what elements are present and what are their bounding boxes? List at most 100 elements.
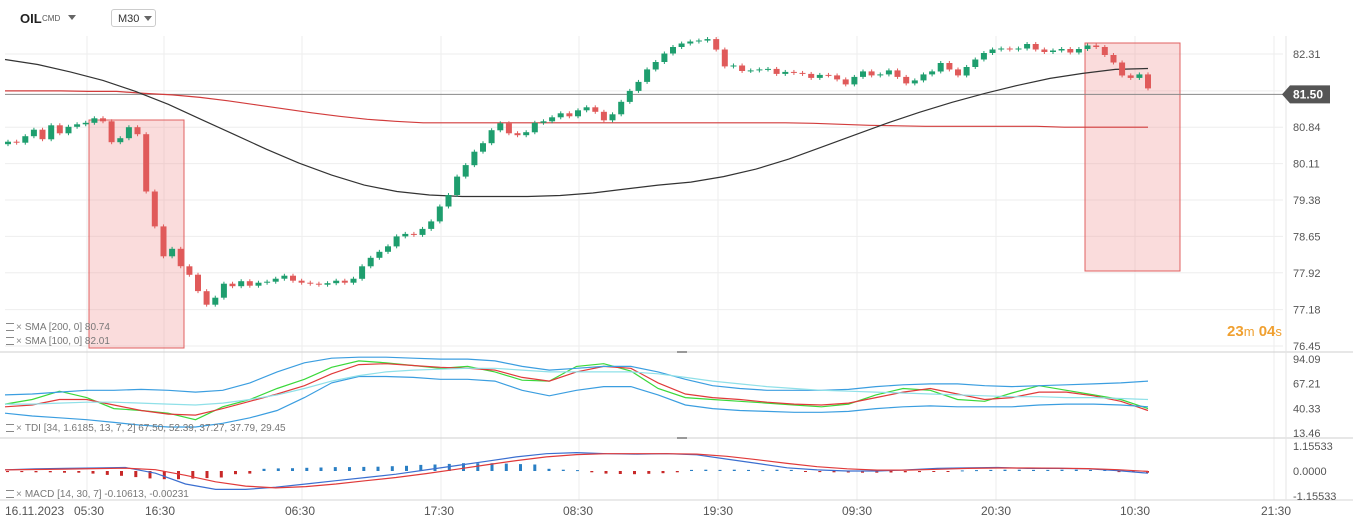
macd-histogram-bar (433, 464, 437, 471)
indicator-settings-icon[interactable] (6, 337, 14, 346)
macd-histogram-bar (234, 471, 237, 475)
candle-body (91, 118, 98, 123)
remove-indicator-icon[interactable]: × (16, 423, 22, 434)
candle-body (739, 65, 746, 71)
candle-body (903, 76, 910, 84)
macd-histogram-bar (1017, 469, 1021, 471)
current-price-tag: 81.50 (1282, 85, 1330, 104)
candle-body (480, 143, 486, 152)
candle-body (842, 79, 849, 85)
candle-body (704, 39, 711, 41)
panel-resize-handle[interactable] (677, 437, 687, 439)
tdi-tick-label: 94.09 (1293, 354, 1321, 366)
candle-body (557, 113, 564, 118)
macd-legend-text: MACD [14, 30, 7] -0.10613, -0.00231 (24, 489, 189, 500)
time-tick-label: 10:30 (1120, 504, 1150, 518)
macd-histogram-bar (362, 466, 366, 471)
macd-histogram-bar (533, 464, 537, 471)
macd-histogram-bar (661, 471, 665, 474)
sma200-legend[interactable]: × SMA [200, 0] 80.74 (6, 322, 110, 333)
macd-legend[interactable]: × MACD [14, 30, 7] -0.10613, -0.00231 (6, 489, 189, 500)
candle-body (298, 280, 305, 283)
candle-body (980, 53, 987, 60)
symbol-type: CMD (42, 14, 61, 23)
indicator-settings-icon[interactable] (6, 490, 14, 499)
candle-body (65, 126, 72, 134)
candle-body (428, 221, 435, 229)
candle-body (186, 266, 193, 275)
candle-body (1006, 48, 1013, 50)
macd-histogram-bar (1074, 469, 1078, 471)
macd-histogram-bar (903, 471, 907, 473)
candle-body (488, 130, 495, 144)
candle-body (341, 280, 348, 283)
candle-body (808, 73, 815, 78)
candle-body (212, 297, 219, 305)
symbol-name[interactable]: OIL (20, 11, 42, 26)
macd-histogram-bar (804, 471, 807, 472)
candle-body (48, 125, 55, 140)
candle-body (333, 280, 340, 284)
macd-histogram-bar (547, 468, 551, 471)
macd-histogram-bar (618, 471, 622, 474)
indicator-settings-icon[interactable] (6, 424, 14, 433)
candle-body (946, 63, 953, 70)
remove-indicator-icon[interactable]: × (16, 322, 22, 333)
macd-histogram-bar (704, 469, 708, 471)
candle-body (108, 121, 115, 143)
macd-histogram-bar (690, 469, 693, 471)
candle-body (998, 48, 1005, 50)
candle-body (799, 72, 806, 74)
candle-body (160, 226, 167, 257)
time-tick-label: 16:30 (145, 504, 175, 518)
indicator-settings-icon[interactable] (6, 323, 14, 332)
tdi-legend[interactable]: × TDI [34, 1.6185, 13, 7, 2] 67.50, 52.39… (6, 423, 286, 434)
remove-indicator-icon[interactable]: × (16, 336, 22, 347)
candle-body (972, 59, 979, 67)
candle-body (721, 49, 728, 67)
candle-body (644, 69, 651, 82)
price-tick-label: 82.31 (1293, 49, 1321, 61)
candle-body (1084, 45, 1091, 49)
candle-body (56, 125, 63, 134)
macd-histogram-bar (1032, 469, 1035, 471)
time-tick-label: 17:30 (424, 504, 454, 518)
tdi-tick-label: 67.21 (1293, 379, 1321, 391)
candle-body (920, 74, 927, 81)
candle-body (600, 111, 607, 121)
candle-body (575, 110, 581, 117)
candle-body (531, 122, 538, 133)
candle-countdown: 23m 04s (1227, 323, 1282, 340)
candle-body (177, 248, 184, 267)
candle-body (756, 69, 763, 71)
macd-histogram-bar (647, 471, 651, 474)
candle-body (937, 63, 944, 72)
candle-body (134, 127, 141, 135)
macd-histogram-bar (63, 471, 66, 473)
candle-body (851, 76, 858, 85)
macd-histogram-bar (1089, 469, 1092, 471)
macd-histogram-bar (476, 463, 480, 471)
macd-histogram-bar (134, 471, 138, 478)
candle-body (471, 151, 478, 166)
candle-body (307, 282, 314, 284)
symbol-dropdown-icon[interactable] (68, 15, 76, 20)
macd-histogram-bar (462, 463, 465, 471)
sma100-legend[interactable]: × SMA [100, 0] 82.01 (6, 336, 110, 347)
panel-resize-handle[interactable] (677, 351, 687, 353)
timeframe-value: M30 (118, 13, 140, 25)
macd-histogram-bar (348, 467, 351, 471)
chart-toolbar: OIL CMD M30 (0, 0, 1353, 34)
remove-indicator-icon[interactable]: × (16, 489, 22, 500)
candle-body (100, 118, 106, 122)
candle-body (151, 191, 158, 227)
macd-histogram-bar (248, 471, 252, 474)
timeframe-select[interactable]: M30 (111, 9, 156, 27)
candle-body (410, 233, 417, 235)
macd-histogram-bar (918, 471, 921, 473)
macd-histogram-bar (262, 468, 266, 471)
candle-body (82, 122, 89, 125)
candle-body (713, 39, 720, 50)
